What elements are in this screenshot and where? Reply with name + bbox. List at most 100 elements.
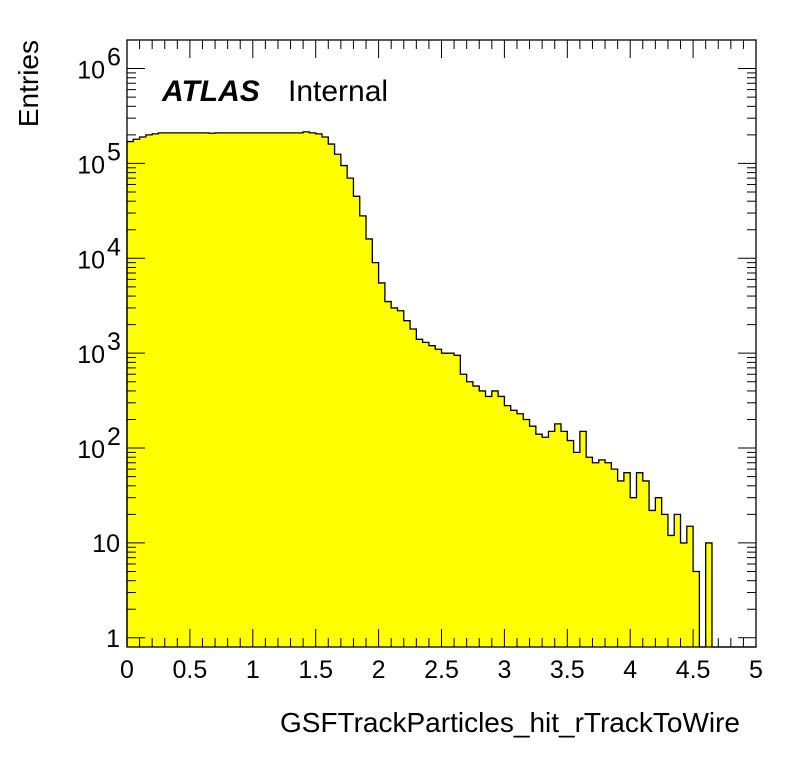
histogram-bar <box>164 132 172 648</box>
x-tick-label: 4.5 <box>676 656 711 684</box>
histogram-bar <box>630 497 638 647</box>
histogram-bar <box>177 132 185 648</box>
histogram-bar <box>416 339 424 647</box>
histogram-bar <box>661 514 669 647</box>
histogram-bar <box>221 132 229 648</box>
histogram-bar <box>252 132 260 648</box>
histogram-bar <box>435 349 443 647</box>
histogram-bar <box>617 480 625 647</box>
histogram-bar <box>410 328 417 647</box>
histogram-bar <box>152 133 160 647</box>
histogram-bar <box>705 542 713 647</box>
y-axis-title: Entries <box>13 40 44 127</box>
histogram-bar <box>454 355 461 647</box>
histogram-bars <box>127 131 713 648</box>
histogram-bar <box>315 133 323 647</box>
histogram-bar <box>548 431 556 647</box>
histogram-bar <box>296 132 304 648</box>
histogram-bar <box>139 136 147 648</box>
histogram-bar <box>542 437 550 647</box>
y-tick-label-exponent: 3 <box>107 328 121 356</box>
histogram-bar <box>693 571 700 647</box>
x-tick-label: 3 <box>497 656 511 684</box>
histogram-bar <box>347 178 355 648</box>
x-tick-label: 3.5 <box>550 656 585 684</box>
histogram-bar <box>573 452 581 647</box>
histogram-bar <box>447 353 455 647</box>
x-axis-ticks <box>126 40 757 647</box>
histogram-bar <box>171 132 178 648</box>
histogram-bar <box>642 480 650 647</box>
histogram-bar <box>403 320 411 647</box>
histogram-bar <box>340 165 348 648</box>
histogram-bar <box>498 396 505 647</box>
x-tick-label: 0.5 <box>173 656 208 684</box>
histogram-bar <box>366 238 373 647</box>
histogram-bar <box>441 353 449 647</box>
histogram-bar <box>133 139 141 647</box>
histogram-bar <box>611 469 619 647</box>
histogram-bar <box>372 262 380 647</box>
y-tick-label-exponent: 2 <box>107 423 121 451</box>
histogram-bar <box>523 419 531 647</box>
histogram-bar <box>290 132 298 648</box>
histogram-bar <box>598 459 606 647</box>
x-tick-label: 2.5 <box>424 656 459 684</box>
x-axis-tick-labels: 0 0.5 1 1.5 2 2.5 3 3.5 4 4.5 5 <box>120 656 763 684</box>
histogram-bar <box>202 132 210 648</box>
histogram-bar <box>145 134 153 648</box>
histogram-bar <box>680 542 688 647</box>
x-tick-label: 0 <box>120 656 134 684</box>
histogram-bar <box>649 510 656 647</box>
histogram-bar <box>378 282 386 647</box>
histogram-bar <box>271 132 279 648</box>
x-tick-label: 2 <box>372 656 386 684</box>
histogram-bar <box>636 472 644 647</box>
histogram-bar <box>246 132 254 648</box>
y-tick-label-exponent: 4 <box>107 233 121 261</box>
histogram-bar <box>485 396 493 647</box>
histogram-bar <box>189 132 197 648</box>
histogram-bar <box>265 132 273 648</box>
x-axis-title: GSFTrackParticles_hit_rTrackToWire <box>280 707 740 738</box>
histogram-bar <box>466 381 474 647</box>
y-tick-label-exponent: 5 <box>107 138 121 166</box>
histogram-bar <box>529 426 537 647</box>
histogram-bar <box>655 497 663 647</box>
histogram-bar <box>303 131 311 648</box>
x-tick-label: 5 <box>749 656 763 684</box>
histogram-bar <box>667 535 675 647</box>
histogram-bar <box>491 390 499 647</box>
y-axis-ticks <box>127 39 756 639</box>
histogram-bar <box>516 413 524 647</box>
x-tick-label: 1.5 <box>298 656 333 684</box>
histogram-bar <box>127 141 134 647</box>
histogram-bar <box>605 462 612 647</box>
y-tick-label-exponent: 6 <box>107 44 121 72</box>
y-tick-label-base: 10 <box>77 57 105 85</box>
histogram-bar <box>240 132 248 648</box>
histogram-bar <box>384 301 392 647</box>
histogram-bar <box>428 345 436 647</box>
histogram-bar <box>554 423 562 647</box>
x-tick-label: 4 <box>623 656 637 684</box>
histogram-bar <box>353 196 361 647</box>
histogram-bar <box>284 132 292 648</box>
histogram-bar <box>561 431 568 647</box>
histogram-bar <box>592 462 600 647</box>
histogram-bar <box>391 307 399 647</box>
y-tick-label: 1 <box>106 625 120 653</box>
histogram-outline <box>126 131 756 648</box>
histogram-bar <box>623 472 631 647</box>
y-tick-label-base: 10 <box>77 436 105 464</box>
histogram-bar <box>460 374 468 647</box>
histogram-bar <box>259 132 266 648</box>
y-tick-label: 10 <box>92 530 120 558</box>
y-tick-label-base: 10 <box>77 151 105 179</box>
histogram-bar <box>397 310 405 647</box>
y-tick-label-base: 10 <box>77 341 105 369</box>
histogram-bar <box>586 457 594 647</box>
histogram-bar <box>567 440 575 647</box>
